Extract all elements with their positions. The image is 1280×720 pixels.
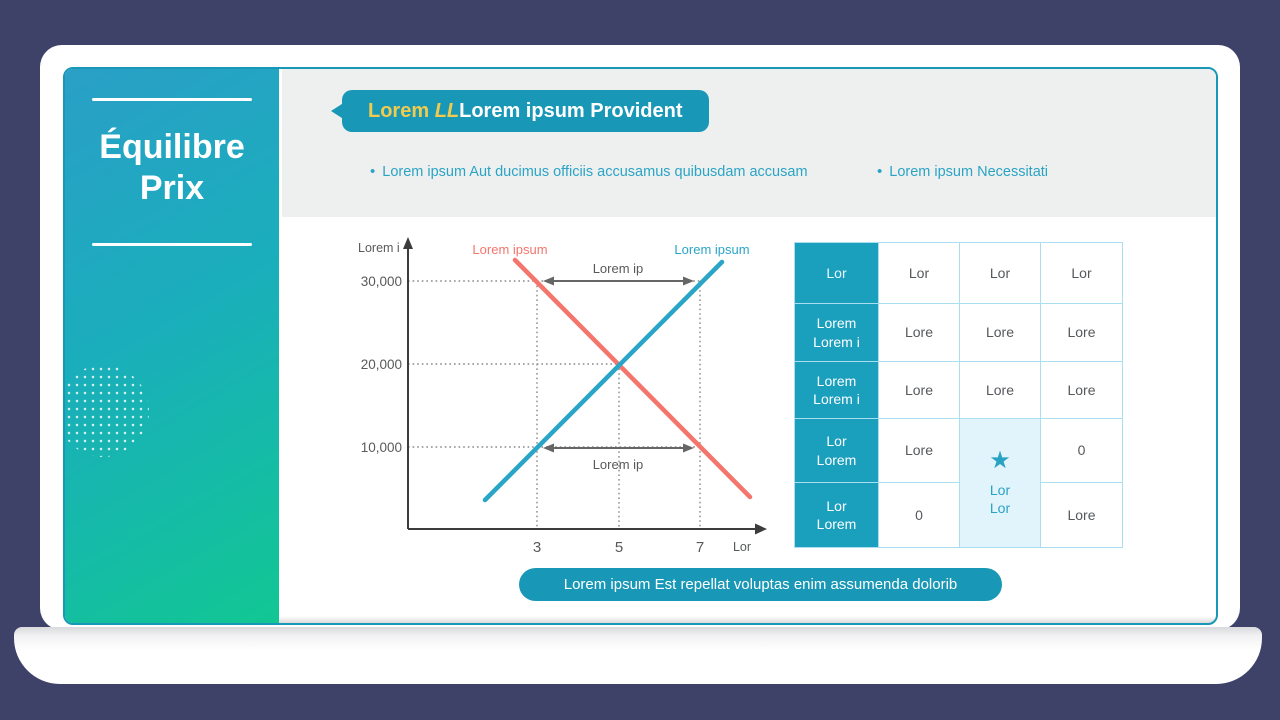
table-cell-text: Lore [904,324,934,341]
table-cell: Lore [960,304,1040,361]
table-cell-text: Lore [1067,381,1096,398]
x-axis-label: Lor [733,540,751,554]
star-icon: ★ [989,446,1011,474]
dotted-circle-decoration [65,365,149,457]
x-tick-3: 3 [533,539,541,556]
table-cell-text: Lore [985,324,1015,341]
badge-prefix: Lorem [368,99,435,122]
table-cell: Lor [1041,243,1122,303]
supply-curve [482,259,725,503]
badge-title: Lorem ipsum Provident [459,99,683,122]
badge-tail-shape [331,102,345,120]
y-tick-30000: 30,000 [361,274,402,289]
supply-curve-label: Lorem ipsum [674,242,749,257]
table-cell: Lore [960,362,1040,418]
table-cell: Lore [879,362,959,418]
table-cell: Lor [879,243,959,303]
table-cell-text: Lorem [816,516,857,532]
bullet-dot-icon: • [370,163,376,180]
laptop-screen-frame: Équilibre Prix Lorem LL Lorem ipsum Prov… [40,45,1240,630]
table-cell-text: Lor [989,481,1011,498]
table-cell-text: Lor [826,497,847,514]
laptop-base [14,627,1262,684]
section-title-badge: Lorem LL Lorem ipsum Provident [331,90,709,132]
x-tick-7: 7 [696,539,704,556]
x-axis-arrow-icon [755,523,767,535]
table-cell-text: 0 [915,506,923,523]
table-cell: Lore [879,304,959,361]
table-cell-text: Lore [985,381,1015,398]
badge-prefix-italic: LL [434,99,460,122]
table-cell-text: Lor [826,433,847,450]
table-cell-text: Lor [1071,264,1092,281]
gap-annotation-top: Lorem ip [593,261,644,276]
table-cell-text: Lorem i [813,391,860,407]
table-cell-text: Lorem [816,372,857,389]
x-tick-5: 5 [615,539,623,556]
footer-banner-text: Lorem ipsum Est repellat voluptas enim a… [563,576,958,593]
table-cell-text: Lore [1067,506,1096,523]
slide-canvas: Équilibre Prix Lorem LL Lorem ipsum Prov… [63,67,1218,625]
arrow-right-icon [683,276,694,286]
table-cell-text: Lor [989,264,1011,281]
table-header-cell: Lor [795,243,878,303]
equilibrium-highlight-cell: ★ Lor Lor [960,419,1040,547]
table-cell-text: Lorem [816,315,857,332]
table-cell: Lore [1041,362,1122,418]
table-row-label: Lor Lorem [795,419,878,482]
slide-bottom-shadow [279,616,1216,623]
table-cell-text: Lore [904,381,934,398]
y-axis-arrow-icon [403,237,413,249]
demand-curve [512,257,753,500]
demand-curve-label: Lorem ipsum [472,242,547,257]
table-cell-text: Lorem [816,451,857,468]
equilibrium-table: Lor Lor Lor Lor Lorem Lorem i Lore Lore … [794,242,1123,548]
table-cell-text: Lore [904,442,934,459]
table-cell: Lore [879,419,959,482]
y-tick-10000: 10,000 [361,440,402,455]
arrow-left-icon [543,276,554,286]
table-cell-text: Lore [1067,324,1096,341]
table-row-label: Lorem Lorem i [795,362,878,418]
table-cell: 0 [1041,419,1122,482]
table-cell-text: Lor [826,264,847,281]
slide-title-line2: Prix [139,168,205,207]
y-axis-label: Lorem i [358,241,400,255]
supply-demand-chart: Lorem i Lorem ipsum Lorem ipsum 30,000 2… [358,237,767,556]
bullet-dot-icon: • [877,163,883,180]
arrow-left-icon [543,443,554,453]
table-cell: 0 [879,483,959,547]
slide-title: Équilibre Prix [65,127,279,209]
sidebar-top-divider [92,98,252,101]
bullet-item-2: • Lorem ipsum Necessitati [877,163,1048,181]
y-tick-20000: 20,000 [361,357,402,372]
table-cell: Lore [1041,304,1122,361]
table-cell: Lore [1041,483,1122,547]
table-cell-text: Lor [989,500,1011,516]
table-cell-text: Lorem i [813,333,860,350]
arrow-right-icon [683,443,694,453]
table-cell-text: 0 [1077,442,1086,459]
slide-title-line1: Équilibre [99,128,245,166]
bullet-1-text: Lorem ipsum Aut ducimus officiis accusam… [382,164,808,180]
sidebar-panel: Équilibre Prix [65,69,279,623]
bullet-2-text: Lorem ipsum Necessitati [889,164,1049,180]
sidebar-bottom-divider [92,243,252,246]
bullet-item-1: • Lorem ipsum Aut ducimus officiis accusa… [370,163,808,181]
gap-annotation-bottom: Lorem ip [593,457,644,472]
table-row-label: Lor Lorem [795,483,878,547]
table-row-label: Lorem Lorem i [795,304,878,361]
footer-banner: Lorem ipsum Est repellat voluptas enim a… [519,568,1002,601]
table-cell-text: Lor [908,264,930,281]
table-cell: Lor [960,243,1040,303]
